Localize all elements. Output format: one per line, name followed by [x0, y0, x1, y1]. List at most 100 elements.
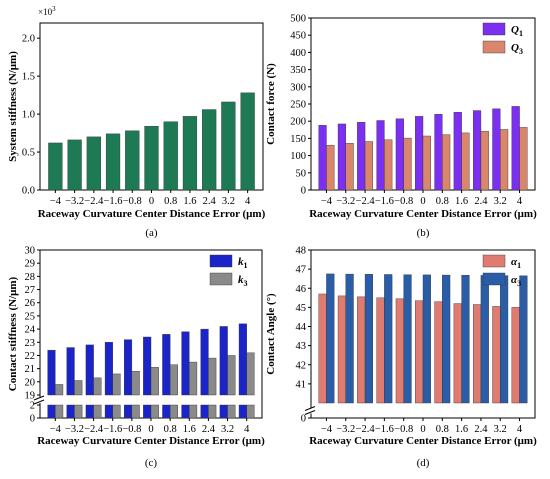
bar	[434, 301, 443, 404]
bar	[112, 373, 121, 396]
y-tick-label: 21	[25, 364, 36, 375]
legend-swatch	[482, 254, 506, 268]
x-tick-label: 0	[420, 196, 425, 207]
y-tick-label: 29	[25, 259, 36, 270]
y-tick-label: 45	[296, 303, 307, 314]
axis-break-mark	[33, 395, 45, 401]
bar	[169, 364, 178, 396]
y-tick-label: 28	[25, 272, 36, 283]
y-tick-label: 300	[290, 82, 306, 93]
x-tick-label: −3.2	[336, 196, 355, 207]
x-axis-label: Raceway Curvature Center Distance Error …	[309, 208, 537, 220]
bar-stub	[227, 404, 236, 419]
chart-panel: −4 −3.2 −2.4 −1.6 −0.8 0 0.8 1.6 2.4 3.2 4 0 50 100 15…	[265, 14, 537, 240]
y-tick-label: 44	[296, 322, 307, 333]
y-tick-label: 26	[25, 298, 36, 309]
bar	[326, 145, 335, 191]
legend-swatch	[482, 272, 506, 286]
bar	[364, 274, 373, 404]
panel-caption: (b)	[417, 227, 430, 239]
bar-stub	[47, 404, 56, 419]
x-tick-label: −2.4	[356, 424, 376, 435]
bar	[434, 114, 443, 191]
bar	[461, 275, 470, 404]
x-tick-label: 2.4	[474, 424, 488, 435]
bar	[86, 136, 101, 191]
bar	[227, 355, 236, 396]
bar	[442, 134, 451, 191]
bar	[403, 137, 412, 191]
x-tick-label: −3.2	[336, 424, 355, 435]
bar-stub	[74, 404, 83, 419]
bar	[357, 296, 366, 404]
x-tick-label: 4	[244, 424, 250, 435]
bar	[357, 122, 366, 191]
y-tick-label: 19	[25, 391, 36, 402]
x-tick-label: 0	[149, 196, 154, 207]
bar	[208, 357, 217, 396]
bar	[519, 127, 528, 191]
x-tick-label: −4	[321, 196, 333, 207]
bar	[442, 274, 451, 404]
bar	[182, 116, 198, 191]
legend-swatch	[482, 22, 506, 36]
bar	[345, 143, 354, 191]
legend-label: Q3	[511, 42, 523, 56]
bar	[66, 347, 75, 396]
bar	[453, 112, 462, 191]
x-tick-label: 2.4	[202, 424, 216, 435]
bar	[240, 92, 255, 191]
bar	[144, 126, 159, 191]
bar-stub	[238, 404, 247, 419]
x-tick-label: −3.2	[65, 424, 84, 435]
bar	[345, 273, 354, 404]
y-multiplier: ×103	[38, 5, 56, 17]
bar-stub	[112, 404, 121, 419]
x-tick-label: 1.6	[455, 196, 468, 207]
bar-stub	[150, 404, 159, 419]
x-tick-label: 0.8	[436, 424, 449, 435]
x-tick-label: −2.4	[84, 196, 104, 207]
y-tick-label: 400	[290, 48, 306, 59]
x-tick-label: −0.8	[122, 424, 141, 435]
axis-break-mark	[304, 406, 316, 411]
bar	[403, 274, 412, 404]
bar	[511, 307, 520, 404]
x-tick-label: −4	[50, 196, 62, 207]
bar	[422, 135, 431, 191]
y-tick-label: 0.5	[22, 148, 35, 159]
bar	[189, 361, 198, 396]
bar-stub	[200, 404, 209, 419]
bar-stub	[189, 404, 198, 419]
bar	[500, 275, 509, 404]
bar	[480, 130, 489, 191]
y-tick-label: 350	[290, 65, 306, 76]
y-tick-label: 43	[296, 341, 307, 352]
x-axis-label: Raceway Curvature Center Distance Error …	[309, 435, 537, 447]
x-tick-label: 2.4	[474, 196, 488, 207]
legend-swatch	[209, 254, 233, 268]
bar	[162, 334, 171, 396]
bar	[105, 133, 121, 191]
x-tick-label: −1.6	[103, 424, 122, 435]
x-tick-label: 3.2	[494, 424, 507, 435]
bar	[150, 367, 159, 396]
bar	[74, 380, 83, 396]
x-tick-label: 1.6	[455, 424, 468, 435]
y-tick-label: 0	[301, 186, 306, 197]
bar-stub	[55, 404, 64, 419]
bar-stub	[162, 404, 171, 419]
x-tick-label: −0.8	[394, 424, 413, 435]
bar-stub	[85, 404, 94, 419]
x-tick-label: −1.6	[375, 424, 394, 435]
bar	[461, 132, 470, 191]
bar-stub	[104, 404, 113, 419]
x-tick-label: 0.8	[164, 424, 177, 435]
x-tick-label: 0.8	[436, 196, 449, 207]
bar	[384, 274, 393, 404]
x-tick-label: −4	[50, 424, 62, 435]
bar	[143, 336, 152, 396]
bar	[125, 130, 140, 191]
x-tick-label: 3.2	[222, 196, 235, 207]
